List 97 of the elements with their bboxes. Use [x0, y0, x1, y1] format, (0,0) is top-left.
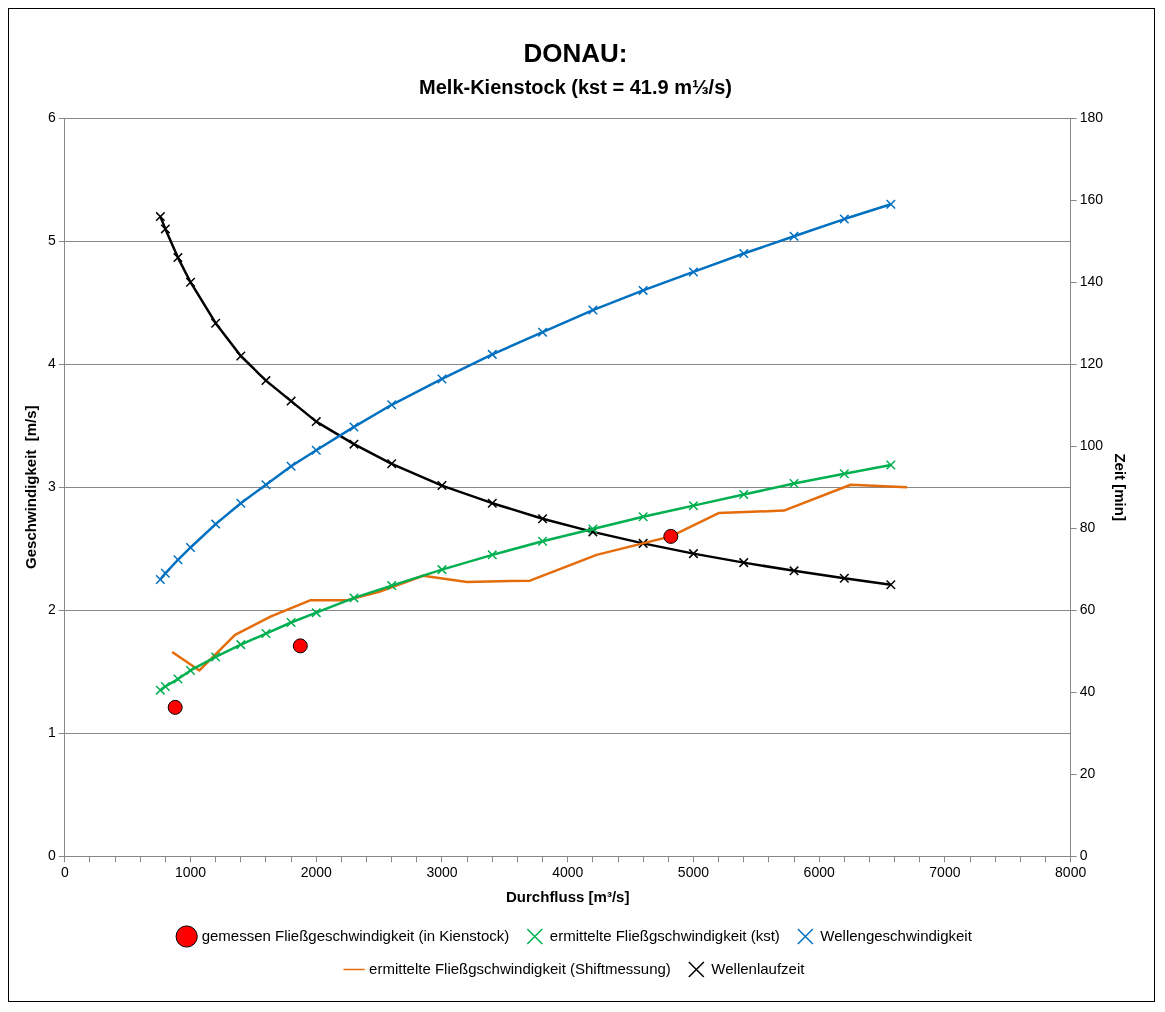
point — [537, 327, 548, 338]
point — [260, 375, 271, 386]
point — [348, 421, 359, 432]
point — [688, 548, 699, 559]
point — [172, 674, 183, 685]
point — [311, 607, 322, 618]
point — [537, 536, 548, 547]
point — [638, 538, 649, 549]
point — [638, 285, 649, 296]
point — [789, 565, 800, 576]
legend-label: ermittelte Fließgschwindigkeit (kst) — [549, 926, 780, 944]
y2-tick-label: 100 — [1079, 437, 1104, 454]
point — [638, 511, 649, 522]
point — [348, 439, 359, 450]
y2-tick-label: 180 — [1079, 109, 1104, 126]
y-tick-label: 1 — [47, 724, 56, 741]
point — [185, 277, 196, 288]
y2-tick-label: 120 — [1079, 355, 1104, 372]
point — [839, 214, 850, 225]
point — [172, 554, 183, 565]
y2-tick-label: 140 — [1079, 273, 1104, 290]
legend-label: ermittelte Fließgschwindigkeit (Shiftmessung) — [369, 959, 671, 977]
point — [185, 665, 196, 676]
y2-axis-title: Zeit [min] — [1111, 453, 1129, 521]
point — [167, 699, 183, 715]
chart-subtitle: Melk-Kienstock (kst = 41.9 m⅓/s) — [419, 75, 732, 98]
point — [487, 349, 498, 360]
y2-tick-label: 20 — [1079, 765, 1096, 782]
point — [210, 651, 221, 662]
point — [386, 580, 397, 591]
point — [487, 498, 498, 509]
y-tick-label: 0 — [47, 847, 56, 864]
point — [885, 579, 896, 590]
point — [210, 318, 221, 329]
y-axis-title: Geschwindigkeit [m/s] — [22, 405, 40, 569]
y-tick-label: 4 — [47, 355, 56, 372]
point — [386, 399, 397, 410]
point — [738, 557, 749, 568]
point — [537, 513, 548, 524]
legend-label: Wellenlaufzeit — [711, 959, 806, 977]
point — [286, 461, 297, 472]
y-tick-label: 2 — [47, 601, 56, 618]
point — [286, 396, 297, 407]
legend-label: gemessen Fließgeschwindigkeit (in Kienstock) — [201, 926, 510, 944]
point — [292, 638, 308, 654]
point — [688, 266, 699, 277]
y2-tick-label: 60 — [1079, 601, 1096, 618]
y-tick-label: 5 — [47, 232, 56, 249]
point — [311, 416, 322, 427]
point — [587, 305, 598, 316]
x-axis-title: Durchfluss [m³/s] — [506, 888, 630, 906]
point — [155, 211, 166, 222]
point — [738, 489, 749, 500]
point — [235, 639, 246, 650]
point — [688, 500, 699, 511]
point — [172, 252, 183, 263]
point — [185, 542, 196, 553]
point — [155, 685, 166, 696]
y2-tick-label: 80 — [1079, 519, 1096, 536]
point — [436, 480, 447, 491]
y2-tick-label: 160 — [1079, 191, 1104, 208]
y2-tick-label: 40 — [1079, 683, 1096, 700]
point — [487, 549, 498, 560]
point — [839, 573, 850, 584]
x-tick-label: 2000 — [300, 864, 333, 881]
point — [235, 498, 246, 509]
x-tick-label: 5000 — [677, 864, 710, 881]
y2-tick-label: 0 — [1079, 847, 1088, 864]
x-tick-label: 0 — [60, 864, 69, 881]
point — [436, 373, 447, 384]
x-tick-label: 1000 — [174, 864, 207, 881]
point — [436, 564, 447, 575]
point — [348, 592, 359, 603]
point — [885, 460, 896, 471]
point — [210, 519, 221, 530]
point — [663, 528, 679, 544]
legend-label: Wellengeschwindigkeit — [820, 926, 973, 944]
x-tick-label: 6000 — [803, 864, 835, 881]
y-tick-label: 6 — [47, 109, 56, 126]
point — [885, 199, 896, 210]
point — [160, 223, 171, 234]
point — [260, 628, 271, 639]
x-tick-label: 7000 — [929, 864, 961, 881]
x-tick-label: 8000 — [1055, 864, 1087, 881]
point — [311, 445, 322, 456]
point — [738, 248, 749, 259]
point — [839, 468, 850, 479]
chart-title: DONAU: — [523, 37, 628, 68]
point — [260, 479, 271, 490]
x-tick-label: 3000 — [426, 864, 458, 881]
point — [155, 574, 166, 585]
y-tick-label: 3 — [47, 478, 56, 495]
point — [789, 478, 800, 489]
point — [286, 617, 297, 628]
x-tick-label: 4000 — [552, 864, 584, 881]
point — [386, 458, 397, 469]
point — [789, 231, 800, 242]
